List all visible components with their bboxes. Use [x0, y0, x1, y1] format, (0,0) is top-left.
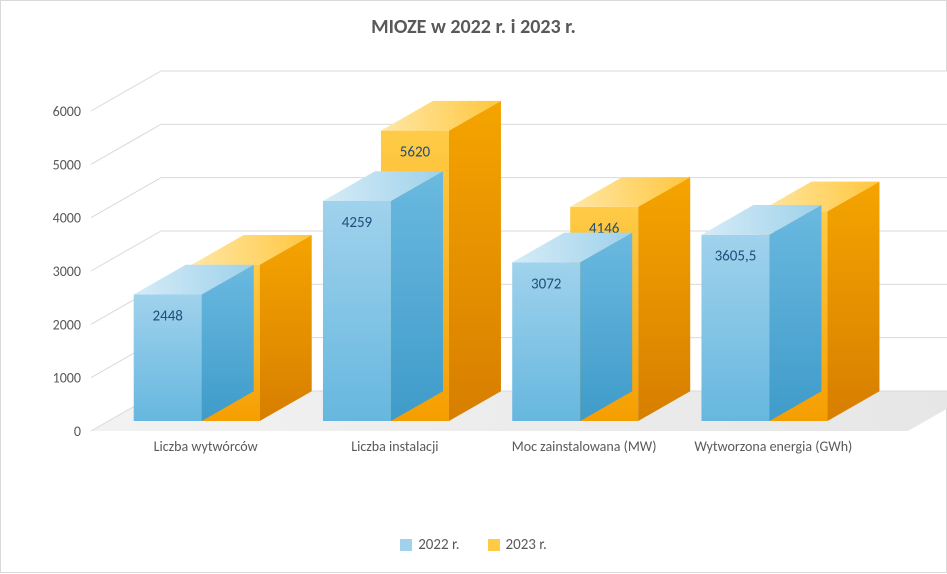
x-axis-label: Liczba wytwórców	[111, 439, 300, 456]
legend-item: 2023 r.	[488, 536, 547, 554]
legend-label: 2023 r.	[506, 536, 547, 554]
x-axis-label: Wytworzona energia (GWh)	[679, 439, 868, 456]
legend-swatch	[488, 539, 500, 551]
plot-area: 0100020003000400050006000302556204146405…	[1, 1, 947, 574]
legend-label: 2022 r.	[418, 536, 459, 554]
y-tick-label: 1000	[53, 370, 81, 387]
x-axis-label: Moc zainstalowana (MW)	[490, 439, 679, 456]
legend-item: 2022 r.	[400, 536, 459, 554]
legend: 2022 r. 2023 r.	[1, 536, 946, 554]
chart-frame: MIOZE w 2022 r. i 2023 r. 01000200030004…	[0, 0, 947, 573]
y-tick-label: 6000	[53, 103, 81, 120]
legend-swatch	[400, 539, 412, 551]
y-tick-label: 0	[74, 423, 81, 440]
data-label: 4259	[342, 214, 373, 232]
data-label: 5620	[400, 144, 431, 162]
y-tick-label: 5000	[53, 156, 81, 173]
data-label: 3072	[531, 275, 561, 293]
y-tick-label: 4000	[53, 210, 81, 227]
data-label: 3605,5	[715, 248, 757, 266]
y-tick-label: 3000	[53, 263, 81, 280]
x-axis-label: Liczba instalacji	[300, 439, 489, 456]
data-label: 2448	[152, 308, 182, 326]
y-tick-label: 2000	[53, 316, 81, 333]
